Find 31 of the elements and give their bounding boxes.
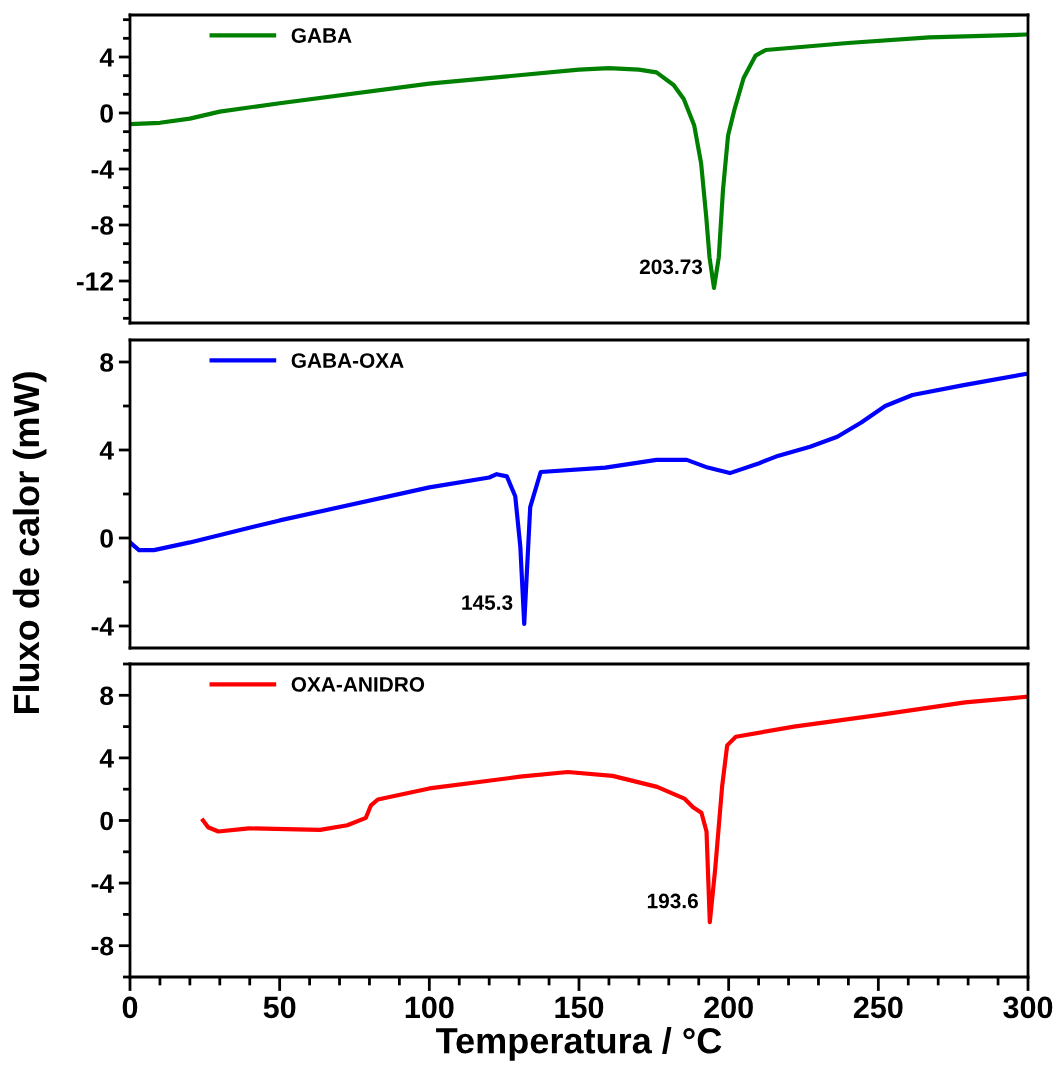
x-tick-label: 200: [704, 996, 753, 1019]
y-axis-title: Fluxo de calor (mW): [12, 372, 47, 714]
x-tick-label: 300: [1003, 996, 1053, 1019]
y-tick-label: -8: [91, 216, 114, 235]
annotation: 203.73: [639, 259, 703, 275]
legend-label: GABA-OXA: [291, 353, 404, 368]
y-tick-label: -4: [91, 617, 114, 636]
x-tick-label: 250: [853, 996, 903, 1019]
y-tick-label: 0: [100, 104, 113, 123]
x-tick-label: 100: [405, 996, 454, 1019]
y-tick-label: -12: [76, 272, 113, 291]
x-tick-label: 0: [122, 996, 138, 1019]
y-tick-label: 0: [100, 811, 113, 831]
legend-label: OXA-ANIDRO: [291, 677, 425, 692]
annotation: 145.3: [462, 595, 513, 610]
y-tick-label: 8: [100, 686, 114, 706]
x-tick-label: 50: [263, 996, 296, 1019]
x-tick-label: 150: [555, 996, 604, 1019]
y-tick-label: 0: [100, 529, 113, 548]
line-series: [200, 694, 1028, 925]
legend-label: GABA: [291, 28, 352, 43]
y-tick-label: -4: [91, 874, 114, 893]
annotation: 193.6: [647, 893, 698, 909]
y-tick-label: 8: [100, 353, 114, 372]
y-tick-label: -8: [91, 936, 114, 956]
y-tick-label: 4: [99, 749, 114, 768]
y-tick-label: 4: [99, 441, 114, 460]
y-tick-label: 4: [99, 48, 114, 67]
x-axis-title: Temperatura / °C: [436, 1027, 722, 1061]
y-tick-label: -4: [91, 160, 114, 179]
line-series: [130, 372, 1028, 626]
